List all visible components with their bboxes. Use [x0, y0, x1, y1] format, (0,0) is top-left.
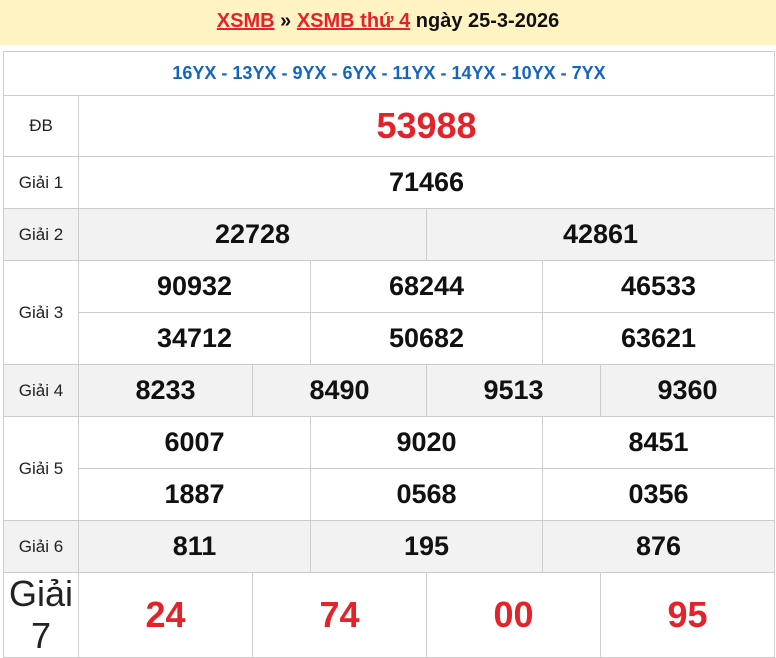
g3-number: 68244	[310, 260, 543, 313]
label-db: ĐB	[3, 95, 79, 157]
breadcrumb-separator: »	[280, 10, 292, 32]
label-g2: Giải 2	[3, 208, 79, 261]
results-table: 16YX - 13YX - 9YX - 6YX - 11YX - 14YX - …	[3, 51, 775, 658]
g7-number: 74	[252, 572, 427, 658]
g5-number: 0356	[542, 468, 775, 521]
g5-number: 9020	[310, 416, 543, 469]
g3-number: 90932	[78, 260, 311, 313]
xsmb-thu4-link[interactable]: XSMB thứ 4	[296, 10, 411, 32]
g4-number: 8233	[78, 364, 253, 417]
special-prize-number: 53988	[78, 95, 775, 157]
label-g1: Giải 1	[3, 156, 79, 209]
g4-number: 8490	[252, 364, 427, 417]
g5-number: 6007	[78, 416, 311, 469]
xsmb-link[interactable]: XSMB	[216, 10, 275, 32]
prize-codes: 16YX - 13YX - 9YX - 6YX - 11YX - 14YX - …	[3, 51, 775, 96]
g5-number: 0568	[310, 468, 543, 521]
label-g3: Giải 3	[3, 260, 79, 365]
g3-number: 63621	[542, 312, 775, 365]
g6-number: 811	[78, 520, 311, 573]
label-g4: Giải 4	[3, 364, 79, 417]
g2-number: 42861	[426, 208, 775, 261]
g7-number: 95	[600, 572, 775, 658]
g5-number: 8451	[542, 416, 775, 469]
g7-number: 00	[426, 572, 601, 658]
label-g7: Giải 7	[3, 572, 79, 658]
g4-number: 9513	[426, 364, 601, 417]
g3-number: 46533	[542, 260, 775, 313]
g4-number: 9360	[600, 364, 775, 417]
date-text: ngày 25-3-2026	[415, 10, 560, 32]
page-header: XSMB » XSMB thứ 4 ngày 25-3-2026	[0, 0, 776, 45]
label-g5: Giải 5	[3, 416, 79, 521]
g3-number: 50682	[310, 312, 543, 365]
g6-number: 195	[310, 520, 543, 573]
g5-number: 1887	[78, 468, 311, 521]
g2-number: 22728	[78, 208, 427, 261]
g1-number: 71466	[78, 156, 775, 209]
label-g6: Giải 6	[3, 520, 79, 573]
g3-number: 34712	[78, 312, 311, 365]
g6-number: 876	[542, 520, 775, 573]
g7-number: 24	[78, 572, 253, 658]
